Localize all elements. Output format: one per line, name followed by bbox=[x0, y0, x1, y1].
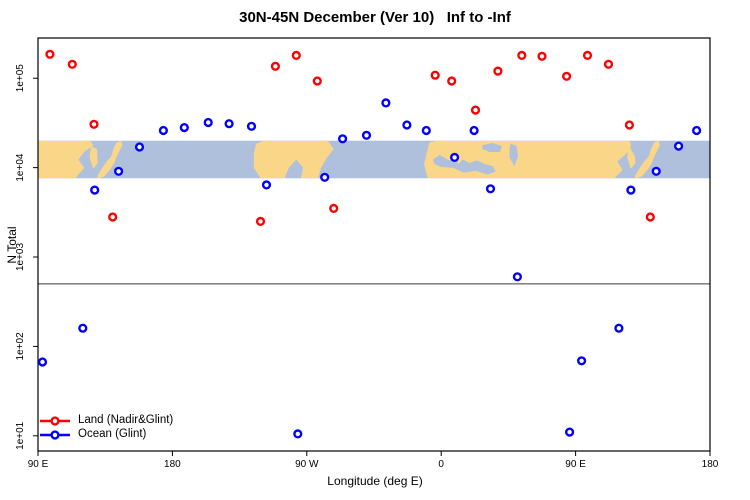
x-tick-label: 90 E bbox=[28, 459, 49, 470]
data-point-ocean bbox=[158, 125, 169, 136]
data-point-land bbox=[645, 212, 655, 222]
map-land-shape bbox=[634, 140, 660, 179]
data-point-land bbox=[329, 203, 339, 214]
data-point-ocean bbox=[651, 166, 661, 176]
data-point-land bbox=[89, 119, 99, 129]
data-point-ocean bbox=[421, 125, 431, 136]
map-band bbox=[38, 140, 660, 179]
data-point-ocean bbox=[37, 357, 48, 367]
x-tick-label: 0 bbox=[438, 459, 444, 470]
data-point-ocean bbox=[203, 117, 213, 128]
data-point-land bbox=[561, 71, 572, 81]
plot-box bbox=[37, 37, 711, 452]
data-point-ocean bbox=[246, 121, 257, 131]
legend: Land (Nadir&Glint) Ocean (Glint) bbox=[40, 413, 173, 441]
y-tick-label: 1e+01 bbox=[15, 421, 26, 450]
map-land-shape bbox=[38, 140, 94, 179]
legend-marker-line bbox=[40, 430, 70, 440]
data-point-land bbox=[45, 49, 55, 59]
map-sea-shape bbox=[433, 155, 496, 175]
data-point-ocean bbox=[224, 119, 234, 129]
chart-title: 30N-45N December (Ver 10) Inf to -Inf bbox=[239, 9, 511, 26]
data-point-land bbox=[312, 76, 322, 86]
legend-label-land: Land (Nadir&Glint) bbox=[78, 414, 174, 426]
y-tick-label: 1e+03 bbox=[15, 243, 26, 272]
map-sea-shape bbox=[509, 143, 519, 167]
data-point-ocean bbox=[361, 130, 372, 140]
data-point-ocean bbox=[576, 356, 587, 366]
y-axis-title: N Total bbox=[5, 226, 19, 264]
data-point-land bbox=[430, 70, 440, 80]
data-point-land bbox=[108, 212, 118, 222]
map-land-shape bbox=[253, 140, 334, 179]
map-land-shape bbox=[97, 140, 123, 179]
data-point-land bbox=[270, 61, 281, 71]
x-tick-label: 90 W bbox=[295, 459, 319, 470]
data-point-land bbox=[603, 59, 614, 69]
legend-marker-line bbox=[40, 416, 70, 426]
land-marker-icon bbox=[40, 414, 70, 426]
data-point-ocean bbox=[320, 172, 330, 182]
data-point-ocean bbox=[113, 166, 124, 176]
data-point-ocean bbox=[134, 142, 145, 152]
x-tick-label: 180 bbox=[702, 459, 719, 470]
data-point-ocean bbox=[78, 323, 88, 333]
data-point-land bbox=[537, 51, 547, 61]
y-tick-label: 1e+02 bbox=[15, 332, 26, 361]
legend-item-land: Land (Nadir&Glint) bbox=[40, 413, 173, 427]
data-point-ocean bbox=[673, 141, 684, 151]
data-point-land bbox=[255, 216, 266, 227]
data-point-ocean bbox=[293, 429, 303, 439]
data-point-land bbox=[67, 59, 77, 69]
data-point-ocean bbox=[485, 184, 496, 194]
x-tick-label: 90 E bbox=[565, 459, 586, 470]
x-tick-label: 180 bbox=[164, 459, 181, 470]
legend-item-ocean: Ocean (Glint) bbox=[40, 427, 173, 441]
data-point-ocean bbox=[90, 185, 100, 195]
map-land-shape bbox=[89, 146, 98, 169]
data-point-ocean bbox=[402, 120, 412, 130]
data-point-land bbox=[447, 76, 457, 86]
data-point-ocean bbox=[614, 323, 624, 333]
data-point-ocean bbox=[381, 98, 391, 108]
ocean-marker-icon bbox=[40, 428, 70, 440]
data-point-ocean bbox=[564, 427, 575, 437]
data-point-ocean bbox=[338, 134, 348, 144]
data-point-land bbox=[470, 105, 481, 115]
data-point-ocean bbox=[691, 125, 702, 136]
data-point-land bbox=[493, 66, 503, 76]
data-point-ocean bbox=[450, 152, 460, 163]
data-point-land bbox=[582, 50, 593, 61]
data-point-land bbox=[624, 120, 635, 130]
legend-label-ocean: Ocean (Glint) bbox=[78, 428, 147, 440]
data-point-ocean bbox=[512, 272, 523, 282]
map-sea-shape bbox=[630, 142, 647, 162]
map-sea-shape bbox=[482, 143, 502, 152]
data-point-ocean bbox=[179, 122, 189, 133]
y-tick-label: 1e+04 bbox=[15, 153, 26, 182]
data-point-ocean bbox=[261, 180, 272, 190]
data-point-ocean bbox=[626, 185, 636, 195]
x-axis-title: Longitude (deg E) bbox=[327, 474, 423, 488]
data-point-ocean bbox=[469, 125, 479, 136]
data-point-land bbox=[517, 50, 527, 61]
y-tick-label: 1e+05 bbox=[15, 64, 26, 93]
data-point-land bbox=[291, 50, 301, 61]
